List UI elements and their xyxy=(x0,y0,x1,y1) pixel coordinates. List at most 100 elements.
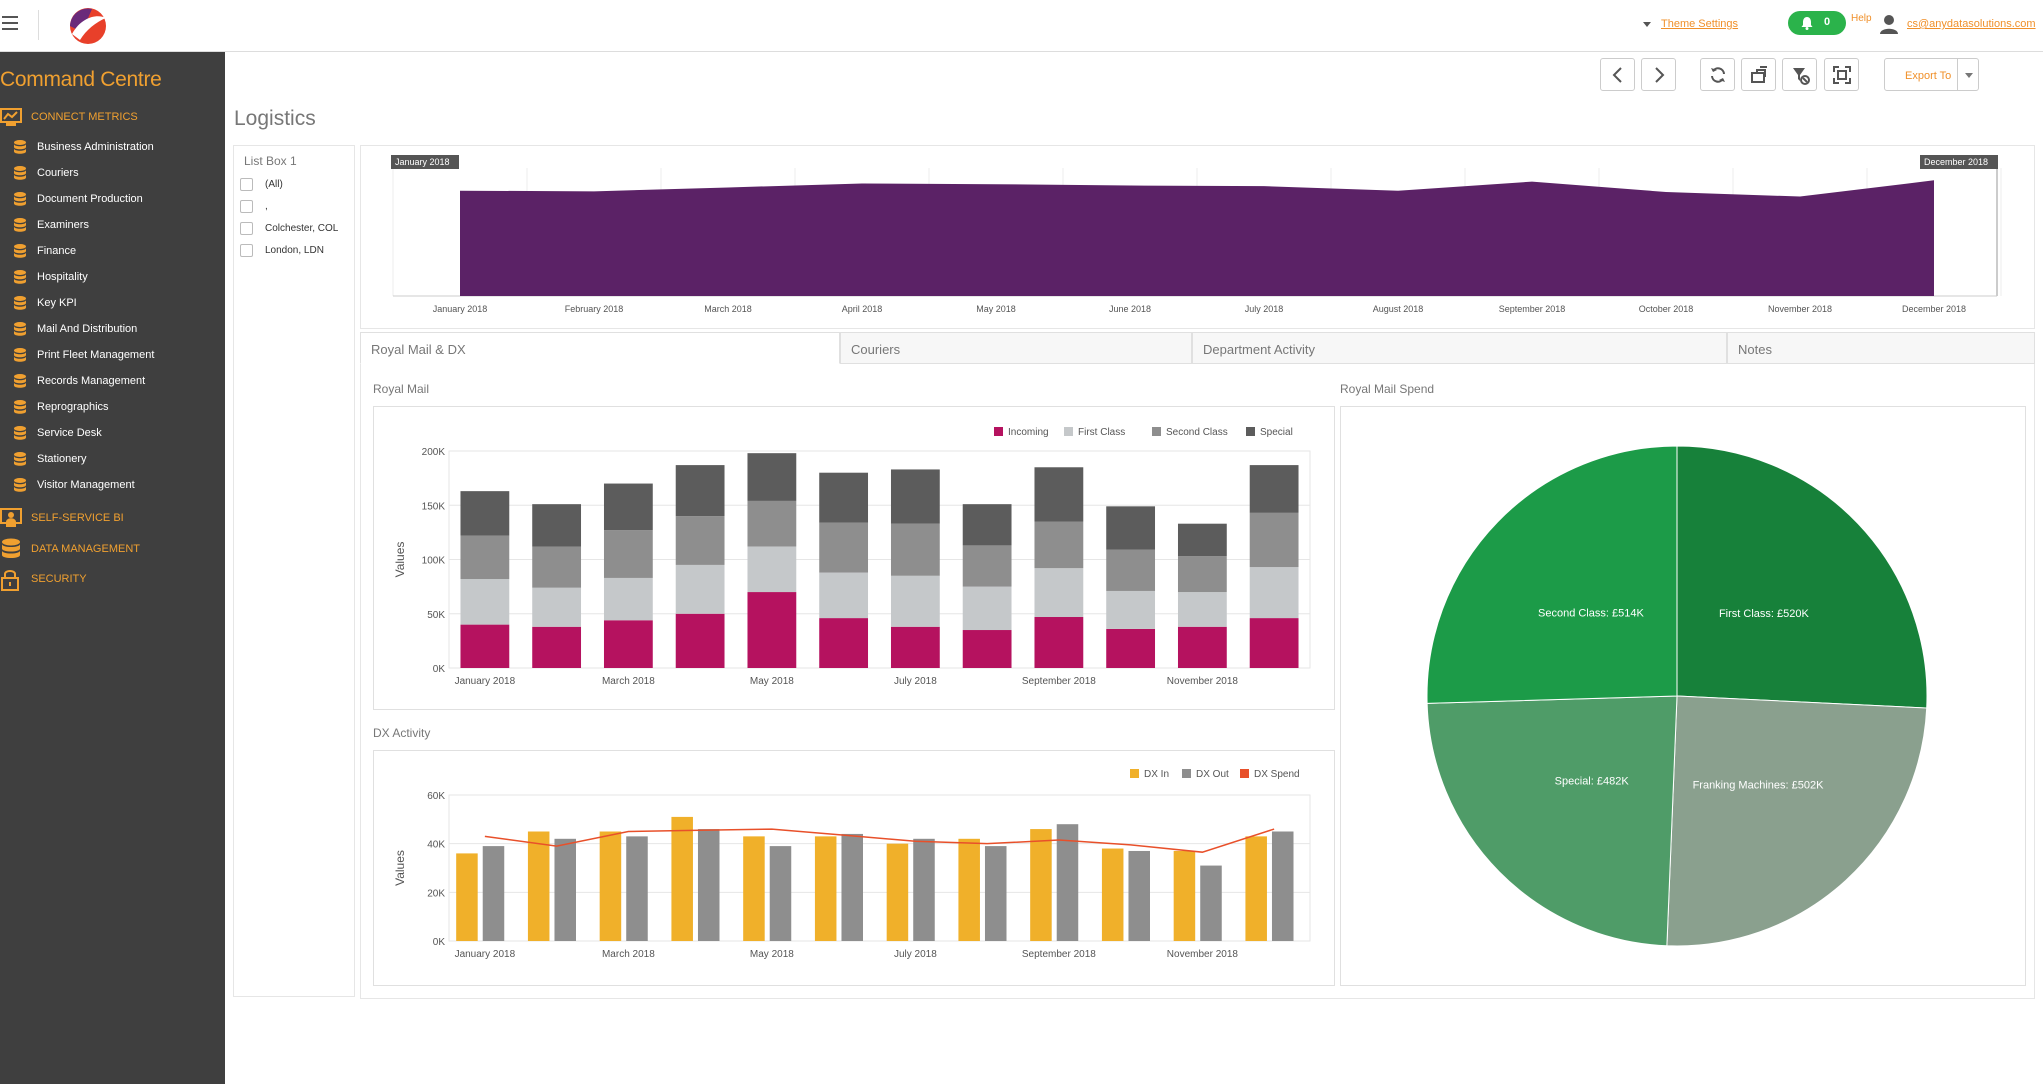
bar xyxy=(456,853,478,941)
checkbox[interactable] xyxy=(240,222,253,235)
timeline-panel: January 2018 February 2018 March 2018 April… xyxy=(360,145,2035,329)
bar xyxy=(814,836,837,941)
top-divider xyxy=(38,10,39,40)
sidebar-item-business-administration[interactable]: Business Administration xyxy=(0,136,225,158)
database-icon xyxy=(14,374,26,388)
royal-mail-title: Royal Mail xyxy=(373,382,430,396)
tab-label: Royal Mail & DX xyxy=(371,342,466,357)
bar-segment xyxy=(460,535,510,580)
bar xyxy=(599,831,622,941)
help-link[interactable]: Help xyxy=(1851,13,1872,24)
bar-segment xyxy=(675,613,725,668)
checkbox[interactable] xyxy=(240,178,253,191)
clear-selections-button[interactable] xyxy=(1741,58,1776,91)
sidebar-item-service-desk[interactable]: Service Desk xyxy=(0,422,225,444)
sidebar-section-self-service-bi[interactable]: SELF-SERVICE BI xyxy=(0,507,225,529)
bar xyxy=(841,833,863,941)
royal-mail-spend-chart[interactable]: First Class: £520K Franking Machines: £50… xyxy=(1341,407,2025,985)
bar-segment xyxy=(603,483,653,531)
tab-couriers[interactable]: Couriers xyxy=(840,332,1192,364)
database-icon xyxy=(14,270,26,284)
logo[interactable] xyxy=(62,4,110,53)
export-dropdown[interactable] xyxy=(1957,59,1979,90)
sidebar-section-connect-metrics[interactable]: CONNECT METRICS xyxy=(0,106,225,128)
theme-dropdown-caret-icon[interactable] xyxy=(1643,22,1651,28)
sidebar-item-stationery[interactable]: Stationery xyxy=(0,448,225,470)
bar-segment xyxy=(1034,617,1084,668)
bar xyxy=(626,836,648,941)
checkbox[interactable] xyxy=(240,244,253,257)
tab-notes[interactable]: Notes xyxy=(1727,332,2035,364)
notifications-button[interactable]: 0 xyxy=(1788,11,1846,35)
sidebar-section-security[interactable]: SECURITY xyxy=(0,568,225,591)
export-button[interactable]: Export To xyxy=(1884,58,1979,91)
bar xyxy=(984,846,1007,941)
bar-segment xyxy=(460,624,510,668)
sidebar-item-finance[interactable]: Finance xyxy=(0,240,225,262)
list-item-label: Colchester, COL xyxy=(265,223,339,234)
pie-slice-label: First Class: £520K xyxy=(1719,608,1810,620)
theme-settings-link[interactable]: Theme Settings xyxy=(1661,18,1739,30)
tab-label: Couriers xyxy=(851,342,901,357)
sidebar-title: Command Centre xyxy=(0,68,162,91)
sidebar-item-key-kpi[interactable]: Key KPI xyxy=(0,292,225,314)
sidebar-item-examiners[interactable]: Examiners xyxy=(0,214,225,236)
sidebar-item-hospitality[interactable]: Hospitality xyxy=(0,266,225,288)
dx-activity-chart[interactable]: 0K 20K 40K 60K Values January 2018 March 2018 M… xyxy=(374,751,1334,985)
sidebar-item-mail-and-distribution[interactable]: Mail And Distribution xyxy=(0,318,225,340)
legend-swatch xyxy=(1182,769,1191,778)
bar-segment xyxy=(819,472,869,523)
refresh-button[interactable] xyxy=(1700,58,1735,91)
sidebar-item-reprographics[interactable]: Reprographics xyxy=(0,396,225,418)
forward-button[interactable] xyxy=(1641,58,1676,91)
x-tick-label: March 2018 xyxy=(602,949,655,960)
sidebar-item-label: Mail And Distribution xyxy=(37,323,138,335)
bar-segment xyxy=(460,579,510,625)
filter-icon xyxy=(1793,68,1810,85)
bar-segment xyxy=(675,465,725,517)
back-button[interactable] xyxy=(1600,58,1635,91)
sidebar-item-label: Print Fleet Management xyxy=(37,349,155,361)
fullscreen-button[interactable] xyxy=(1824,58,1859,91)
timeline-month-label: July 2018 xyxy=(1245,304,1284,314)
timeline-chart[interactable]: January 2018 February 2018 March 2018 April… xyxy=(361,146,2036,330)
user-icon[interactable] xyxy=(1879,14,1899,34)
sidebar-item-document-production[interactable]: Document Production xyxy=(0,188,225,210)
pie-slice-label: Special: £482K xyxy=(1555,775,1630,787)
bar xyxy=(527,831,550,941)
bar-segment xyxy=(819,618,869,668)
pie-slice xyxy=(1666,695,1928,947)
x-tick-label: July 2018 xyxy=(894,676,937,687)
sidebar-item-couriers[interactable]: Couriers xyxy=(0,162,225,184)
sidebar-section-data-management[interactable]: DATA MANAGEMENT xyxy=(0,538,225,560)
bar-segment xyxy=(603,530,653,578)
pie-slice xyxy=(1426,695,1678,947)
x-tick-label: March 2018 xyxy=(602,676,655,687)
back-icon xyxy=(1612,67,1622,83)
filter-button[interactable] xyxy=(1782,58,1817,91)
tab-royal-mail-dx[interactable]: Royal Mail & DX xyxy=(360,332,840,364)
timeline-month-label: June 2018 xyxy=(1109,304,1151,314)
timeline-month-label: August 2018 xyxy=(1373,304,1424,314)
royal-mail-chart[interactable]: 0K 50K 100K 150K 200K Values January 2018 March… xyxy=(374,407,1334,709)
database-icon xyxy=(14,400,26,414)
hamburger-menu-icon[interactable] xyxy=(2,16,18,30)
sidebar-item-label: Finance xyxy=(37,245,77,257)
plot-area xyxy=(448,794,1311,942)
tab-label: Department Activity xyxy=(1203,342,1315,357)
sidebar-item-print-fleet-management[interactable]: Print Fleet Management xyxy=(0,344,225,366)
bar xyxy=(482,846,505,941)
bar xyxy=(958,838,980,941)
refresh-icon xyxy=(1711,67,1725,83)
database-icon xyxy=(2,538,20,558)
timeline-month-label: April 2018 xyxy=(842,304,883,314)
sidebar-item-records-management[interactable]: Records Management xyxy=(0,370,225,392)
x-tick-label: November 2018 xyxy=(1167,676,1239,687)
tab-department-activity[interactable]: Department Activity xyxy=(1192,332,1727,364)
legend-label: DX In xyxy=(1144,769,1169,780)
bar xyxy=(697,829,720,941)
sidebar-item-visitor-management[interactable]: Visitor Management xyxy=(0,474,225,496)
x-tick-label: January 2018 xyxy=(455,676,516,687)
user-email-link[interactable]: cs@anydatasolutions.com xyxy=(1907,18,2036,30)
checkbox[interactable] xyxy=(240,200,253,213)
